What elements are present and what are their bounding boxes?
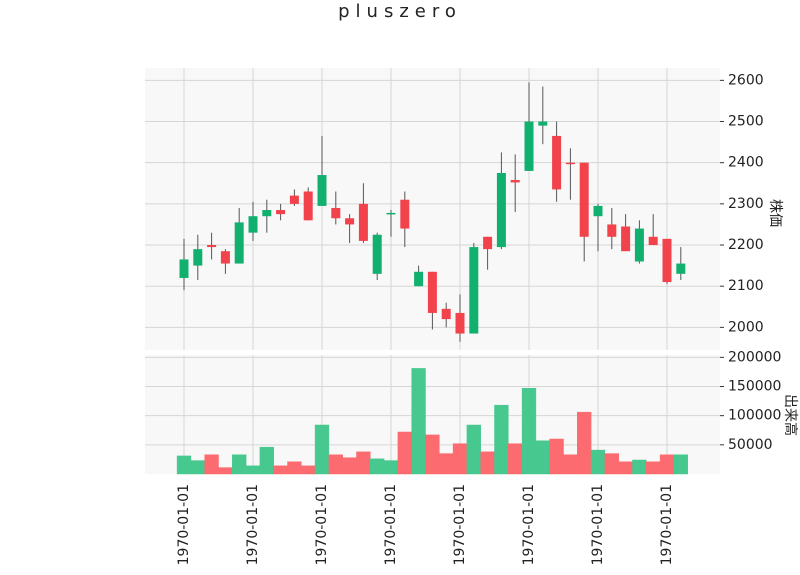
candle-body bbox=[207, 245, 217, 248]
volume-bar bbox=[521, 388, 537, 475]
volume-bar bbox=[245, 465, 261, 475]
y-tick-label: 100000 bbox=[728, 408, 781, 424]
y-tick-label: 2100 bbox=[728, 278, 764, 294]
volume-bar bbox=[439, 453, 454, 475]
candle-body bbox=[331, 207, 341, 219]
candle-body bbox=[552, 135, 562, 190]
y-tick-label: 2000 bbox=[728, 319, 764, 335]
candle-body bbox=[427, 271, 437, 313]
y-tick-label: 2400 bbox=[728, 155, 764, 171]
candle-body bbox=[276, 210, 286, 215]
volume-bar bbox=[176, 455, 192, 475]
volume-bar bbox=[466, 424, 481, 475]
y-tick-label: 2300 bbox=[728, 196, 764, 212]
candle-body bbox=[579, 162, 589, 237]
volume-bar bbox=[659, 454, 675, 475]
price-axis-label: 株価 bbox=[767, 199, 783, 227]
candle-body bbox=[469, 247, 479, 334]
volume-bar bbox=[232, 454, 247, 475]
volume-bar bbox=[301, 465, 316, 475]
candle-body bbox=[496, 172, 506, 248]
candle-body bbox=[648, 236, 658, 246]
candle-body bbox=[289, 195, 299, 204]
y-tick-label: 150000 bbox=[728, 379, 781, 395]
volume-bar bbox=[563, 454, 578, 475]
volume-bar bbox=[673, 454, 688, 475]
x-tick-label: 1970-01-01 bbox=[590, 484, 606, 565]
candle-body bbox=[634, 228, 644, 262]
x-tick-label: 1970-01-01 bbox=[314, 484, 330, 565]
y-tick-label: 2600 bbox=[728, 72, 764, 88]
candle-body bbox=[234, 222, 244, 264]
candle-body bbox=[483, 236, 493, 250]
volume-bar bbox=[356, 451, 371, 475]
volume-bar bbox=[383, 460, 399, 475]
candle-body bbox=[345, 218, 355, 225]
volume-bar bbox=[632, 459, 647, 475]
volume-axis-label: 出来高 bbox=[782, 394, 799, 436]
y-tick-label: 50000 bbox=[728, 437, 773, 453]
candle-body bbox=[220, 251, 230, 264]
volume-bar bbox=[494, 404, 509, 475]
volume-bar bbox=[190, 460, 205, 475]
candle-body bbox=[565, 162, 575, 165]
candle-body bbox=[676, 263, 686, 274]
volume-bar bbox=[480, 451, 495, 475]
candle-body bbox=[607, 224, 617, 237]
volume-bar bbox=[287, 461, 302, 475]
candle-body bbox=[662, 238, 672, 283]
volume-bar bbox=[204, 454, 219, 475]
volume-bar bbox=[259, 446, 274, 475]
volume-bar bbox=[370, 458, 385, 475]
volume-bar bbox=[549, 438, 564, 475]
y-tick-label: 2200 bbox=[728, 237, 764, 253]
y-tick-label: 2500 bbox=[728, 114, 764, 130]
candle-body bbox=[414, 271, 424, 287]
x-tick-label: 1970-01-01 bbox=[521, 484, 537, 565]
candle-body bbox=[372, 234, 382, 274]
y-tick-label: 200000 bbox=[728, 349, 781, 365]
volume-bar bbox=[273, 465, 288, 475]
candle-body bbox=[303, 191, 313, 221]
volume-bar bbox=[425, 434, 440, 475]
candle-body bbox=[262, 210, 272, 217]
candle-body bbox=[248, 216, 258, 233]
volume-bar bbox=[508, 443, 523, 475]
candle-body bbox=[455, 312, 465, 334]
candle-body bbox=[538, 121, 548, 126]
x-tick-label: 1970-01-01 bbox=[383, 484, 399, 565]
volume-bar bbox=[590, 449, 606, 475]
volume-bar bbox=[411, 368, 426, 475]
candle-body bbox=[593, 205, 603, 217]
x-tick-label: 1970-01-01 bbox=[245, 484, 261, 565]
x-tick-label: 1970-01-01 bbox=[176, 484, 192, 565]
candle-body bbox=[193, 249, 203, 266]
volume-bar bbox=[328, 454, 343, 475]
candle-body bbox=[179, 259, 189, 278]
volume-bar bbox=[218, 467, 233, 475]
volume-bar bbox=[452, 443, 468, 475]
volume-bar bbox=[577, 411, 592, 475]
x-tick-label: 1970-01-01 bbox=[659, 484, 675, 565]
volume-bar bbox=[314, 424, 330, 475]
candle-body bbox=[400, 199, 410, 229]
chart-title: pluszero bbox=[338, 1, 462, 22]
volume-bar bbox=[646, 461, 661, 475]
candle-body bbox=[317, 175, 327, 206]
candle-body bbox=[621, 226, 631, 252]
candle-body bbox=[510, 179, 520, 183]
volume-bar bbox=[342, 457, 357, 475]
x-tick-label: 1970-01-01 bbox=[452, 484, 468, 565]
volume-bar bbox=[397, 431, 412, 475]
volume-bar bbox=[535, 440, 550, 475]
volume-bar bbox=[618, 461, 633, 475]
candle-body bbox=[441, 308, 451, 320]
candle-body bbox=[386, 212, 396, 215]
volume-bar bbox=[604, 453, 619, 475]
candle-body bbox=[358, 203, 368, 241]
candle-body bbox=[524, 121, 534, 171]
